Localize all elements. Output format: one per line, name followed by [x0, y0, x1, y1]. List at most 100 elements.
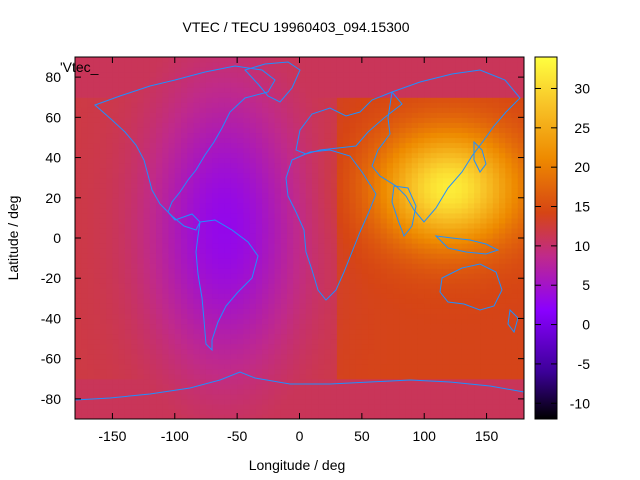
heatmap-cell: [417, 172, 425, 179]
heatmap-cell: [280, 72, 288, 78]
heatmap-cell: [75, 172, 82, 179]
heatmap-cell: [499, 172, 506, 179]
heatmap-cell: [324, 222, 332, 229]
heatmap-cell: [81, 403, 89, 410]
heatmap-cell: [361, 248, 369, 254]
heatmap-cell: [480, 197, 488, 204]
heatmap-cell: [212, 358, 220, 365]
heatmap-cell: [156, 403, 163, 410]
heatmap-cell: [399, 187, 407, 194]
heatmap-cell: [99, 248, 107, 254]
heatmap-cell: [436, 303, 444, 309]
heatmap-cell: [187, 303, 195, 309]
heatmap-cell: [255, 248, 263, 254]
heatmap-cell: [417, 398, 425, 405]
heatmap-cell: [311, 72, 319, 78]
heatmap-cell: [118, 172, 126, 179]
heatmap-cell: [255, 373, 263, 380]
heatmap-cell: [99, 328, 107, 335]
heatmap-cell: [168, 112, 176, 118]
heatmap-cell: [480, 207, 488, 214]
heatmap-cell: [230, 323, 238, 330]
heatmap-cell: [187, 348, 195, 355]
heatmap-cell: [230, 408, 238, 415]
heatmap-cell: [280, 378, 288, 385]
heatmap-cell: [118, 318, 126, 325]
heatmap-cell: [237, 343, 244, 350]
heatmap-cell: [187, 152, 195, 159]
heatmap-cell: [449, 363, 457, 370]
heatmap-cell: [162, 122, 170, 128]
heatmap-cell: [93, 162, 101, 169]
heatmap-cell: [380, 102, 388, 108]
heatmap-cell: [455, 207, 463, 214]
heatmap-cell: [249, 378, 257, 385]
heatmap-cell: [75, 127, 82, 134]
heatmap-cell: [393, 222, 400, 229]
heatmap-cell: [162, 258, 170, 264]
heatmap-cell: [405, 358, 413, 365]
heatmap-cell: [106, 243, 114, 249]
heatmap-cell: [455, 62, 463, 68]
heatmap-cell: [505, 278, 513, 284]
heatmap-cell: [131, 263, 138, 269]
heatmap-cell: [255, 363, 263, 370]
heatmap-cell: [442, 232, 450, 239]
heatmap-cell: [156, 248, 163, 254]
heatmap-cell: [343, 72, 350, 78]
heatmap-cell: [193, 192, 201, 199]
heatmap-cell: [467, 393, 475, 400]
heatmap-cell: [112, 137, 120, 144]
heatmap-cell: [243, 408, 251, 415]
heatmap-cell: [474, 137, 481, 144]
heatmap-cell: [118, 62, 126, 68]
heatmap-cell: [93, 177, 101, 184]
heatmap-cell: [436, 117, 444, 123]
heatmap-cell: [131, 328, 138, 335]
heatmap-cell: [243, 157, 251, 164]
heatmap-cell: [199, 147, 207, 154]
heatmap-cell: [380, 127, 388, 134]
heatmap-cell: [218, 333, 226, 340]
heatmap-cell: [243, 192, 251, 199]
heatmap-cell: [442, 117, 450, 123]
heatmap-cell: [393, 67, 400, 73]
heatmap-cell: [386, 323, 394, 330]
heatmap-cell: [386, 338, 394, 345]
heatmap-cell: [399, 288, 407, 294]
heatmap-cell: [187, 127, 195, 134]
heatmap-cell: [461, 273, 469, 279]
heatmap-cell: [455, 132, 463, 139]
heatmap-cell: [174, 408, 182, 415]
heatmap-cell: [268, 152, 276, 159]
heatmap-cell: [168, 338, 176, 345]
heatmap-cell: [311, 348, 319, 355]
heatmap-cell: [174, 202, 182, 209]
heatmap-cell: [343, 157, 350, 164]
heatmap-cell: [212, 62, 220, 68]
heatmap-cell: [262, 77, 269, 83]
heatmap-cell: [355, 177, 363, 184]
heatmap-cell: [262, 187, 269, 194]
heatmap-cell: [237, 97, 244, 103]
heatmap-cell: [237, 373, 244, 380]
heatmap-cell: [212, 87, 220, 93]
heatmap-cell: [417, 102, 425, 108]
heatmap-cell: [218, 177, 226, 184]
heatmap-cell: [417, 238, 425, 244]
heatmap-cell: [299, 147, 307, 154]
heatmap-cell: [274, 82, 282, 88]
heatmap-cell: [268, 87, 276, 93]
heatmap-cell: [499, 77, 506, 83]
heatmap-cell: [380, 132, 388, 139]
heatmap-cell: [181, 167, 188, 174]
heatmap-cell: [330, 217, 338, 224]
heatmap-cell: [174, 263, 182, 269]
heatmap-cell: [411, 273, 419, 279]
heatmap-cell: [162, 348, 170, 355]
heatmap-cell: [492, 278, 500, 284]
heatmap-cell: [467, 127, 475, 134]
heatmap-cell: [336, 97, 344, 103]
heatmap-cell: [349, 102, 357, 108]
heatmap-cell: [424, 298, 432, 304]
